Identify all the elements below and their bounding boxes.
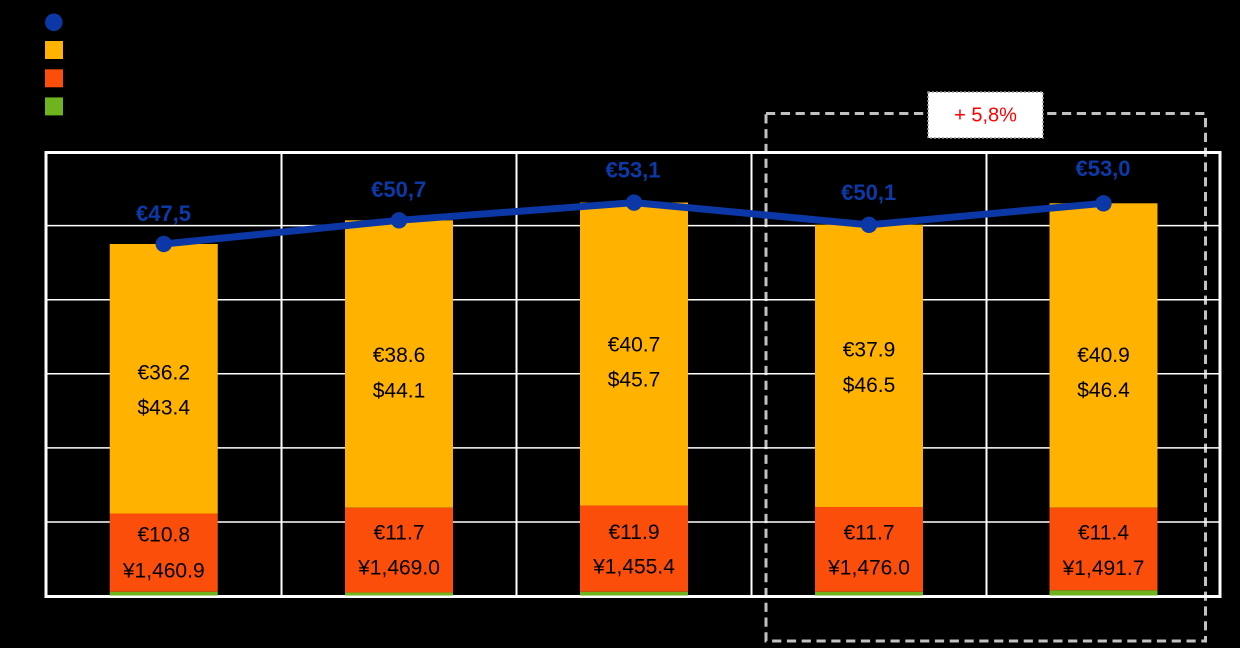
svg-text:€11.9: €11.9 bbox=[609, 521, 660, 544]
svg-text:$44.1: $44.1 bbox=[373, 379, 426, 402]
svg-text:€47,5: €47,5 bbox=[136, 201, 191, 226]
svg-text:€40.7: €40.7 bbox=[608, 333, 661, 356]
svg-text:$45.7: $45.7 bbox=[608, 369, 661, 392]
svg-text:€36.2: €36.2 bbox=[137, 361, 190, 384]
svg-text:€53,0: €53,0 bbox=[1075, 156, 1130, 181]
svg-text:$46.4: $46.4 bbox=[1077, 379, 1130, 402]
svg-text:$43.4: $43.4 bbox=[137, 396, 190, 419]
svg-text:€11.7: €11.7 bbox=[844, 522, 895, 545]
svg-text:¥1,469.0: ¥1,469.0 bbox=[357, 557, 440, 580]
svg-text:¥1,491.7: ¥1,491.7 bbox=[1062, 557, 1145, 580]
svg-text:€50,7: €50,7 bbox=[371, 177, 426, 202]
svg-text:€38.6: €38.6 bbox=[373, 344, 426, 367]
svg-text:¥1,455.4: ¥1,455.4 bbox=[592, 556, 675, 579]
svg-text:$46.5: $46.5 bbox=[843, 374, 896, 397]
svg-text:+ 5,8%: + 5,8% bbox=[954, 105, 1017, 127]
svg-text:€10.8: €10.8 bbox=[137, 524, 190, 547]
svg-text:€11.7: €11.7 bbox=[374, 522, 425, 545]
svg-text:€50,1: €50,1 bbox=[841, 180, 896, 205]
svg-text:¥1,460.9: ¥1,460.9 bbox=[122, 559, 205, 582]
svg-text:€40.9: €40.9 bbox=[1077, 344, 1130, 367]
svg-text:€11.4: €11.4 bbox=[1078, 522, 1129, 545]
svg-text:¥1,476.0: ¥1,476.0 bbox=[827, 557, 910, 580]
svg-text:€53,1: €53,1 bbox=[605, 158, 660, 183]
svg-text:€37.9: €37.9 bbox=[843, 338, 896, 361]
